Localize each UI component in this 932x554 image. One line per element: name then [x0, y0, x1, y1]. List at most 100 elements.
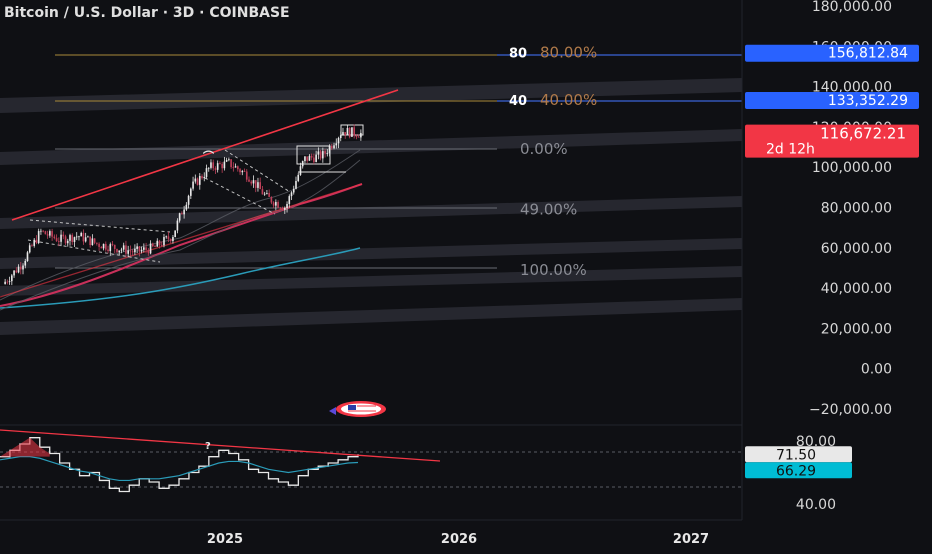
flag-1-bottom: [27, 239, 161, 263]
candle-body: [319, 151, 322, 159]
candle-body: [55, 238, 58, 242]
candle-body: [360, 132, 362, 138]
bollinger-lower-line: [0, 159, 361, 311]
candle-body: [102, 243, 105, 249]
sr-band-2: [0, 129, 742, 165]
candle-body: [219, 163, 221, 164]
candle-body: [129, 250, 132, 252]
candle-body: [250, 181, 253, 184]
candle-body: [198, 176, 201, 185]
rsi-value-tag: [745, 446, 852, 463]
candle-body: [140, 249, 143, 252]
time-tick-2025: 2025: [207, 532, 243, 547]
candle-body: [328, 146, 331, 154]
candle-body: [80, 232, 83, 237]
target-labels: 80 80.00% 40 40.00%: [509, 44, 597, 109]
candle-body: [66, 240, 69, 244]
candle-body: [149, 243, 152, 254]
target-percent-label: 40.00%: [540, 91, 597, 109]
candle-body: [324, 151, 326, 154]
candle-body: [138, 246, 141, 252]
candle-body: [290, 192, 293, 197]
candle-body: [223, 161, 226, 169]
rsi-overbought-fill: [0, 437, 50, 457]
candle-body: [181, 213, 183, 215]
sr-band-4: [0, 238, 742, 269]
time-tick-2027: 2027: [673, 532, 709, 547]
candle-body: [257, 182, 259, 188]
flag-2-bottom: [204, 177, 276, 215]
candle-body: [154, 246, 156, 247]
time-tick-2026: 2026: [441, 532, 477, 547]
candle-body: [71, 235, 74, 242]
candle-body: [335, 143, 338, 146]
candle-body: [357, 136, 360, 138]
candle-body: [78, 236, 80, 238]
price-tick: 100,000.00: [812, 160, 892, 176]
candle-body: [107, 249, 109, 252]
candle-body: [35, 239, 38, 243]
candle-body: [308, 155, 311, 161]
target-price-text: 133,352.29: [828, 93, 908, 109]
candle-body: [221, 163, 223, 169]
candle-body: [210, 162, 212, 168]
candle-body: [111, 244, 114, 245]
rsi-pane: ?: [0, 429, 742, 493]
candle-body: [245, 171, 248, 180]
bollinger-upper-line: [0, 149, 361, 301]
candle-body: [313, 157, 315, 162]
candle-body: [82, 232, 85, 242]
candle-body: [272, 202, 275, 206]
candle-body: [84, 237, 87, 242]
candle-body: [277, 202, 279, 208]
target-multiplier: 80: [509, 47, 527, 62]
candle-body: [28, 245, 31, 253]
candle-body: [160, 245, 163, 246]
candle-body: [40, 230, 42, 232]
candle-body: [98, 243, 100, 247]
candle-body: [46, 234, 49, 236]
rsi-ma-text: 66.29: [776, 463, 816, 479]
candle-body: [322, 151, 324, 159]
candle-body: [243, 171, 246, 172]
candle-body: [339, 135, 342, 139]
candle-body: [73, 237, 76, 242]
candle-body: [297, 174, 300, 181]
candle-body: [216, 163, 219, 170]
rsi-ma-line: [0, 456, 359, 482]
candle-body: [205, 168, 208, 177]
price-tick: 180,000.00: [812, 0, 892, 15]
candle-body: [201, 176, 203, 179]
candle-body: [275, 202, 277, 206]
candle-body: [104, 243, 107, 250]
candle-body: [26, 252, 29, 262]
candle-body: [281, 208, 284, 210]
candle-body: [214, 168, 217, 170]
candle-body: [125, 245, 127, 254]
candle-body: [342, 132, 344, 136]
rsi-divergence-line: [0, 429, 441, 462]
candle-body: [263, 193, 266, 195]
sr-band-1: [0, 78, 742, 113]
candle-body: [203, 176, 206, 179]
candle-body: [194, 178, 197, 182]
candle-body: [234, 166, 237, 168]
us-flag-icon[interactable]: [336, 401, 386, 417]
candle-body: [51, 231, 53, 237]
price-tick: 60,000.00: [821, 241, 892, 257]
candle-body: [31, 245, 33, 247]
rsi-tick: 40.00: [796, 497, 836, 513]
candle-body: [120, 249, 123, 251]
candle-body: [348, 127, 351, 137]
candle-body: [185, 204, 188, 210]
sr-band-3: [0, 196, 742, 229]
candle-body: [96, 242, 98, 244]
candle-body: [151, 243, 154, 247]
candle-body: [344, 132, 347, 136]
candle-body: [69, 235, 71, 241]
candle-body: [58, 241, 60, 242]
candle-body: [330, 146, 333, 149]
rsi-value-text: 71.50: [776, 447, 816, 463]
candle-body: [19, 266, 22, 270]
